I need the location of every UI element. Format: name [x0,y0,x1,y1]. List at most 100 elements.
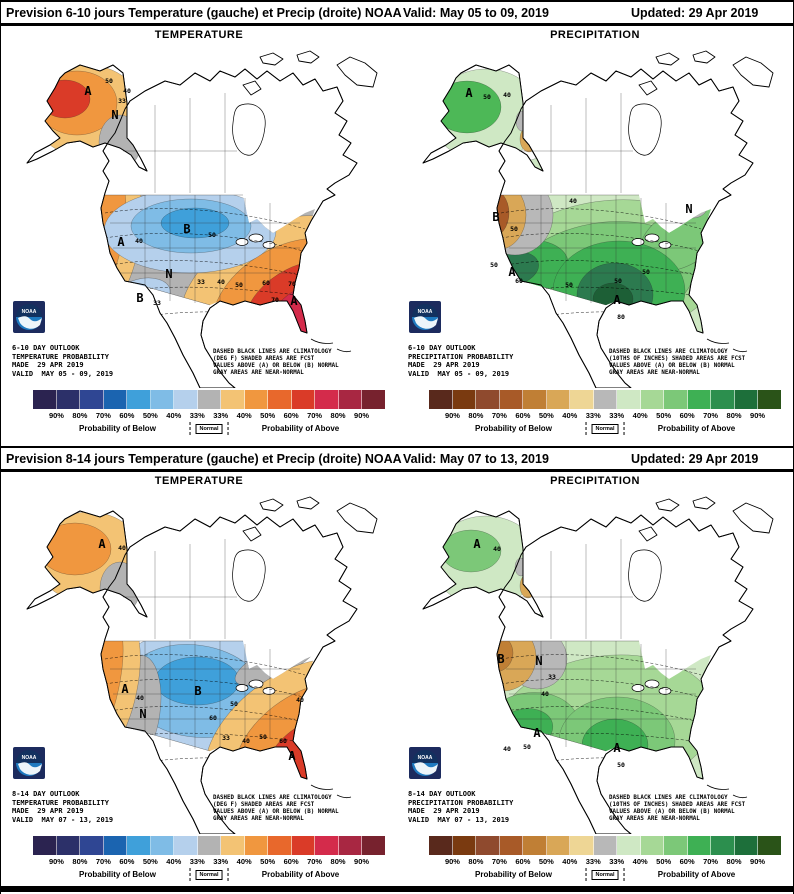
column-titles-row: TEMPERATURE PRECIPITATION [1,472,793,489]
colorbar-segment [687,390,712,409]
colorbar-tick-label: 70% [95,411,111,420]
colorbar-tick-label: 60% [283,411,299,420]
colorbar-tick-label: 40% [236,411,252,420]
map-contour-value: 50 [642,268,650,276]
colorbar-segment [315,390,339,409]
map-contour-value: 40 [569,197,577,205]
colorbar-segment [33,390,57,409]
map-contour-value: 50 [105,77,113,85]
colorbar-tick-label: 80% [330,411,346,420]
noaa-logo-icon: NOAA [409,747,441,779]
map-anomaly-letter: A [290,294,298,308]
colorbar-tick-label: 90% [444,857,460,866]
colorbar-tick-label: 60% [119,857,135,866]
section-header-6-10: Prevision 6-10 jours Temperature (gauche… [1,0,793,26]
colorbar-tick-label: 40% [632,411,648,420]
colorbar-tick-label: 33% [609,857,625,866]
updated-date: Updated: 29 Apr 2019 [631,5,759,20]
svg-text:NOAA: NOAA [418,755,433,761]
colorbar-tick-label: 33% [213,857,229,866]
colorbar-tick-label: 50% [142,411,158,420]
map-anomaly-letter: A [98,537,106,551]
map-contour-value: 70 [271,296,279,304]
column-title-precipitation: PRECIPITATION [550,474,640,487]
map-contour-value: 50 [523,743,531,751]
colorbar-segment [664,390,688,409]
map-contour-value: 33 [197,278,205,286]
temperature-probability-colorbar: 90% 80% 70% 60% 50% 40% 33% 33% 40% 50% 60% 70% 80% 9… [33,390,385,436]
colorbar-segment [291,836,316,855]
map-anomaly-letter: A [508,265,516,279]
colorbar-tick-label: 33% [585,857,601,866]
map-anomaly-letter: A [121,682,129,696]
colorbar-segment [197,836,222,855]
colorbar-segment [476,836,500,855]
colorbar-segment [338,390,363,409]
colorbar-tick-label: 70% [307,857,323,866]
colorbar-swatches [429,390,781,409]
map-contour-value: 40 [296,696,304,704]
colorbar-segment [593,390,618,409]
colorbar-segment [593,836,618,855]
colorbar-segment [268,390,292,409]
colorbar-tick-label: 90% [354,857,370,866]
colorbar-tick-label: 33% [213,411,229,420]
map-anomaly-letter: A [288,749,296,763]
probability-of-below-caption: Probability of Below [79,870,156,879]
probability-of-above-caption: Probability of Above [261,870,340,879]
maps-row-6-10: A 50 40 33 N A 40 B 50 N B 33 33 40 50 60 70 70 A NOAA 6-10 … [1,43,793,388]
colorbar-segment [523,836,547,855]
map-anomaly-letter: N [165,267,172,281]
colorbar-tick-label: 90% [444,411,460,420]
map-contour-value: 60 [515,277,523,285]
noaa-logo-icon: NOAA [13,301,45,333]
colorbar-segment [33,836,57,855]
normal-caption-box: Normal [195,869,223,880]
colorbar-captions: Probability of Below Normal Probability of… [33,422,385,436]
colorbar-tick-label: 50% [142,857,158,866]
map-contour-value: 40 [123,87,131,95]
colorbar-captions: Probability of Below Normal Probability of… [33,868,385,882]
map-contour-value: 40 [135,237,143,245]
colorbar-tick-label: 40% [166,411,182,420]
colorbar-tick-label: 70% [703,411,719,420]
colorbar-tick-label: 40% [632,857,648,866]
colorbar-tick-label: 40% [562,411,578,420]
probability-of-above-caption: Probability of Above [657,870,736,879]
region-above-alaska-60 [39,79,91,119]
outlook-info-text: 6-10 DAY OUTLOOK PRECIPITATION PROBABILIT… [408,344,514,378]
normal-caption-box: Normal [195,423,223,434]
map-contour-value: 70 [288,280,296,288]
colorbar-segment [174,390,198,409]
colorbar-tick-label: 70% [307,411,323,420]
colorbar-tick-label: 40% [236,857,252,866]
colorbar-swatches [429,836,781,855]
map-contour-value: 33 [153,299,161,307]
colorbar-segment [244,836,269,855]
map-anomaly-letter: N [535,654,542,668]
map-anomaly-letter: N [685,202,692,216]
normal-caption: Normal [189,422,229,435]
colorbar-tick-label: 50% [260,857,276,866]
precipitation-probability-colorbar: 90% 80% 70% 60% 50% 40% 33% 33% 40% 50% 60% 70% 80% 9… [429,836,781,882]
svg-text:NOAA: NOAA [22,755,37,761]
colorbar-segment [711,390,735,409]
colorbar-tick-label: 60% [283,857,299,866]
map-contour-value: 50 [230,700,238,708]
svg-text:NOAA: NOAA [418,309,433,315]
colorbar-segment [546,390,571,409]
colorbar-segment [640,836,665,855]
temperature-probability-colorbar: 90% 80% 70% 60% 50% 40% 33% 33% 40% 50% 60% 70% 80% 9… [33,836,385,882]
map-anomaly-letter: A [473,537,481,551]
colorbar-tick-labels: 90% 80% 70% 60% 50% 40% 33% 33% 40% 50% 60% 70% 80% 9… [33,857,385,868]
precipitation-map-panel-6-10: A 50 40 B 50 N A 50 60 50 40 50 A 80 50 NOAA 6-10 DAY OU… [397,43,793,388]
colorbar-segment [758,390,781,409]
colorbar-tick-labels: 90% 80% 70% 60% 50% 40% 33% 33% 40% 50% 60% 70% 80% 9… [429,857,781,868]
colorbar-tick-label: 50% [656,411,672,420]
colorbar-tick-label: 70% [703,857,719,866]
colorbar-tick-label: 80% [72,857,88,866]
probability-of-below-caption: Probability of Below [475,424,552,433]
temperature-colorbar-panel: 90% 80% 70% 60% 50% 40% 33% 33% 40% 50% 60% 70% 80% 9… [1,834,397,886]
colorbar-tick-labels: 90% 80% 70% 60% 50% 40% 33% 33% 40% 50% 60% 70% 80% 9… [429,411,781,422]
